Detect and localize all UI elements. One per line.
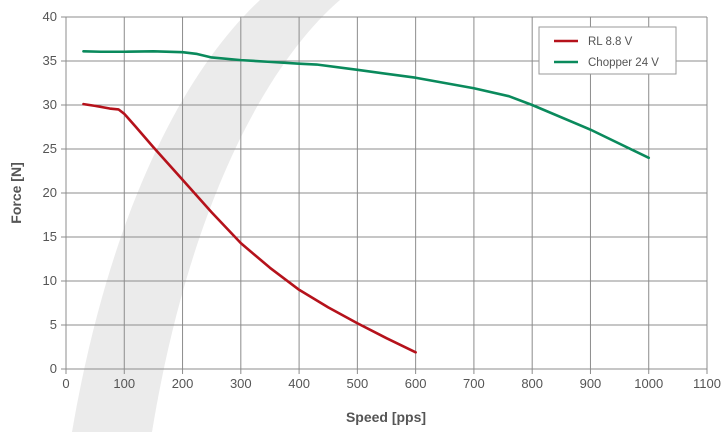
grid-lines (66, 16, 708, 369)
legend-box (538, 26, 677, 75)
tick-labels: 0 100 200 300 400 500 600 700 800 900 1000 1100 0 5 10… (43, 9, 721, 391)
y-tick-label: 0 (50, 361, 57, 376)
y-tick-label: 30 (43, 97, 57, 112)
x-tick-label: 700 (463, 376, 485, 391)
series-line-chopper (82, 50, 651, 160)
x-axis-title: Speed [pps] (346, 409, 426, 425)
x-tick-label: 200 (172, 376, 194, 391)
legend-label-chopper: Chopper 24 V (588, 57, 659, 69)
axes (61, 16, 708, 374)
y-tick-label: 15 (43, 229, 57, 244)
y-tick-label: 25 (43, 141, 57, 156)
x-tick-label: 400 (288, 376, 310, 391)
x-tick-label: 500 (347, 376, 369, 391)
series-line-rl (82, 102, 417, 354)
y-tick-label: 10 (43, 273, 57, 288)
x-tick-label: 100 (113, 376, 135, 391)
y-tick-label: 5 (50, 317, 57, 332)
x-tick-label: 800 (521, 376, 543, 391)
y-tick-label: 40 (43, 9, 57, 24)
legend-label-rl: RL 8.8 V (588, 36, 633, 48)
background-swoosh (72, 0, 340, 432)
x-tick-label: 1100 (693, 376, 721, 391)
y-tick-label: 35 (43, 53, 57, 68)
y-axis-title: Force [N] (8, 162, 24, 223)
y-tick-label: 20 (43, 185, 57, 200)
series-layer (82, 50, 651, 354)
legend: RL 8.8 V Chopper 24 V (538, 26, 677, 75)
x-tick-label: 300 (230, 376, 252, 391)
x-tick-label: 900 (580, 376, 602, 391)
x-tick-label: 0 (62, 376, 69, 391)
x-tick-label: 1000 (634, 376, 663, 391)
x-tick-label: 600 (405, 376, 427, 391)
